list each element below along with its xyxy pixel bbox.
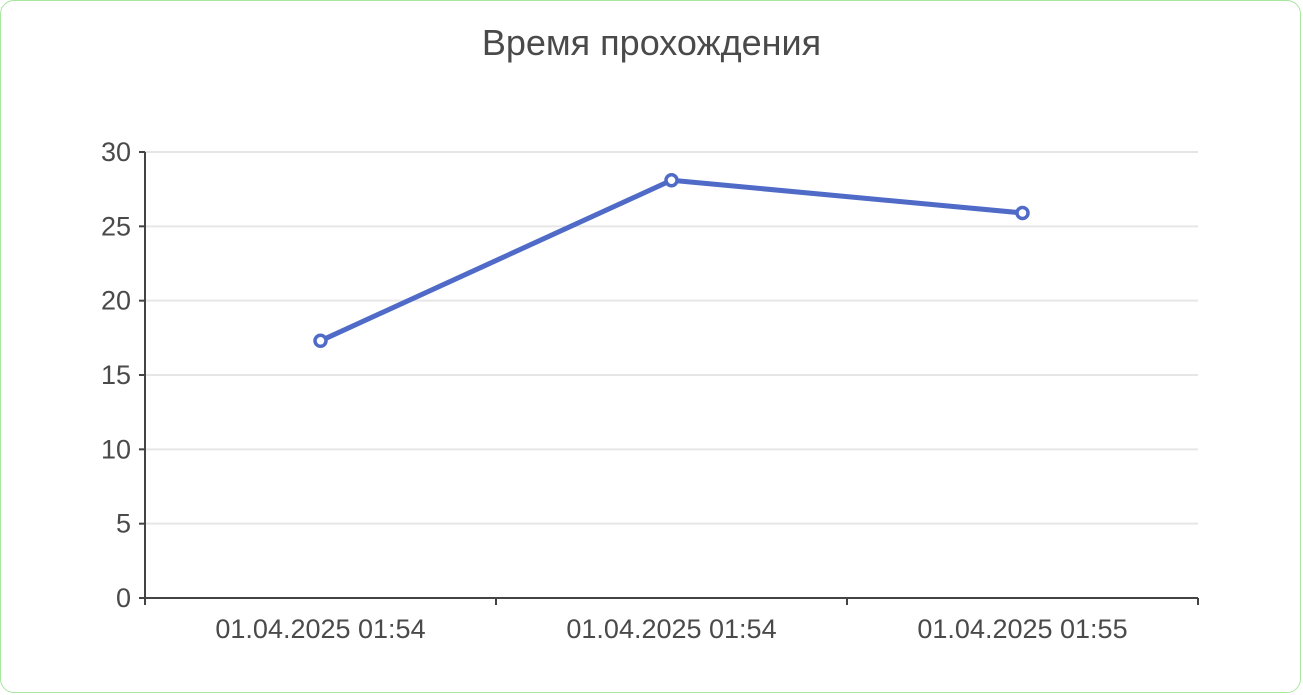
y-tick-label: 0 <box>116 583 131 613</box>
x-tick-label: 01.04.2025 01:54 <box>215 614 425 644</box>
x-tick-label: 01.04.2025 01:54 <box>566 614 776 644</box>
data-point <box>1015 205 1030 221</box>
x-tick-label: 01.04.2025 01:55 <box>917 614 1127 644</box>
y-tick-label: 25 <box>101 211 131 241</box>
y-tick-label: 5 <box>116 509 131 539</box>
y-tick-label: 30 <box>101 137 131 167</box>
series-line-path <box>318 177 1025 344</box>
y-tick-label: 20 <box>101 286 131 316</box>
x-axis-ticks: 01.04.2025 01:54 01.04.2025 01:54 01.04.20… <box>144 598 1199 644</box>
data-points <box>313 172 1030 349</box>
gridlines <box>145 151 1198 525</box>
y-tick-label: 15 <box>101 360 131 390</box>
y-tick-label: 10 <box>101 434 131 464</box>
chart-title: Время прохождения <box>481 22 822 63</box>
data-point <box>313 333 328 349</box>
series-line <box>318 177 1025 344</box>
data-point <box>664 172 679 188</box>
axes <box>144 152 1198 604</box>
y-axis-ticks: 0 5 10 15 20 25 30 <box>101 137 145 613</box>
